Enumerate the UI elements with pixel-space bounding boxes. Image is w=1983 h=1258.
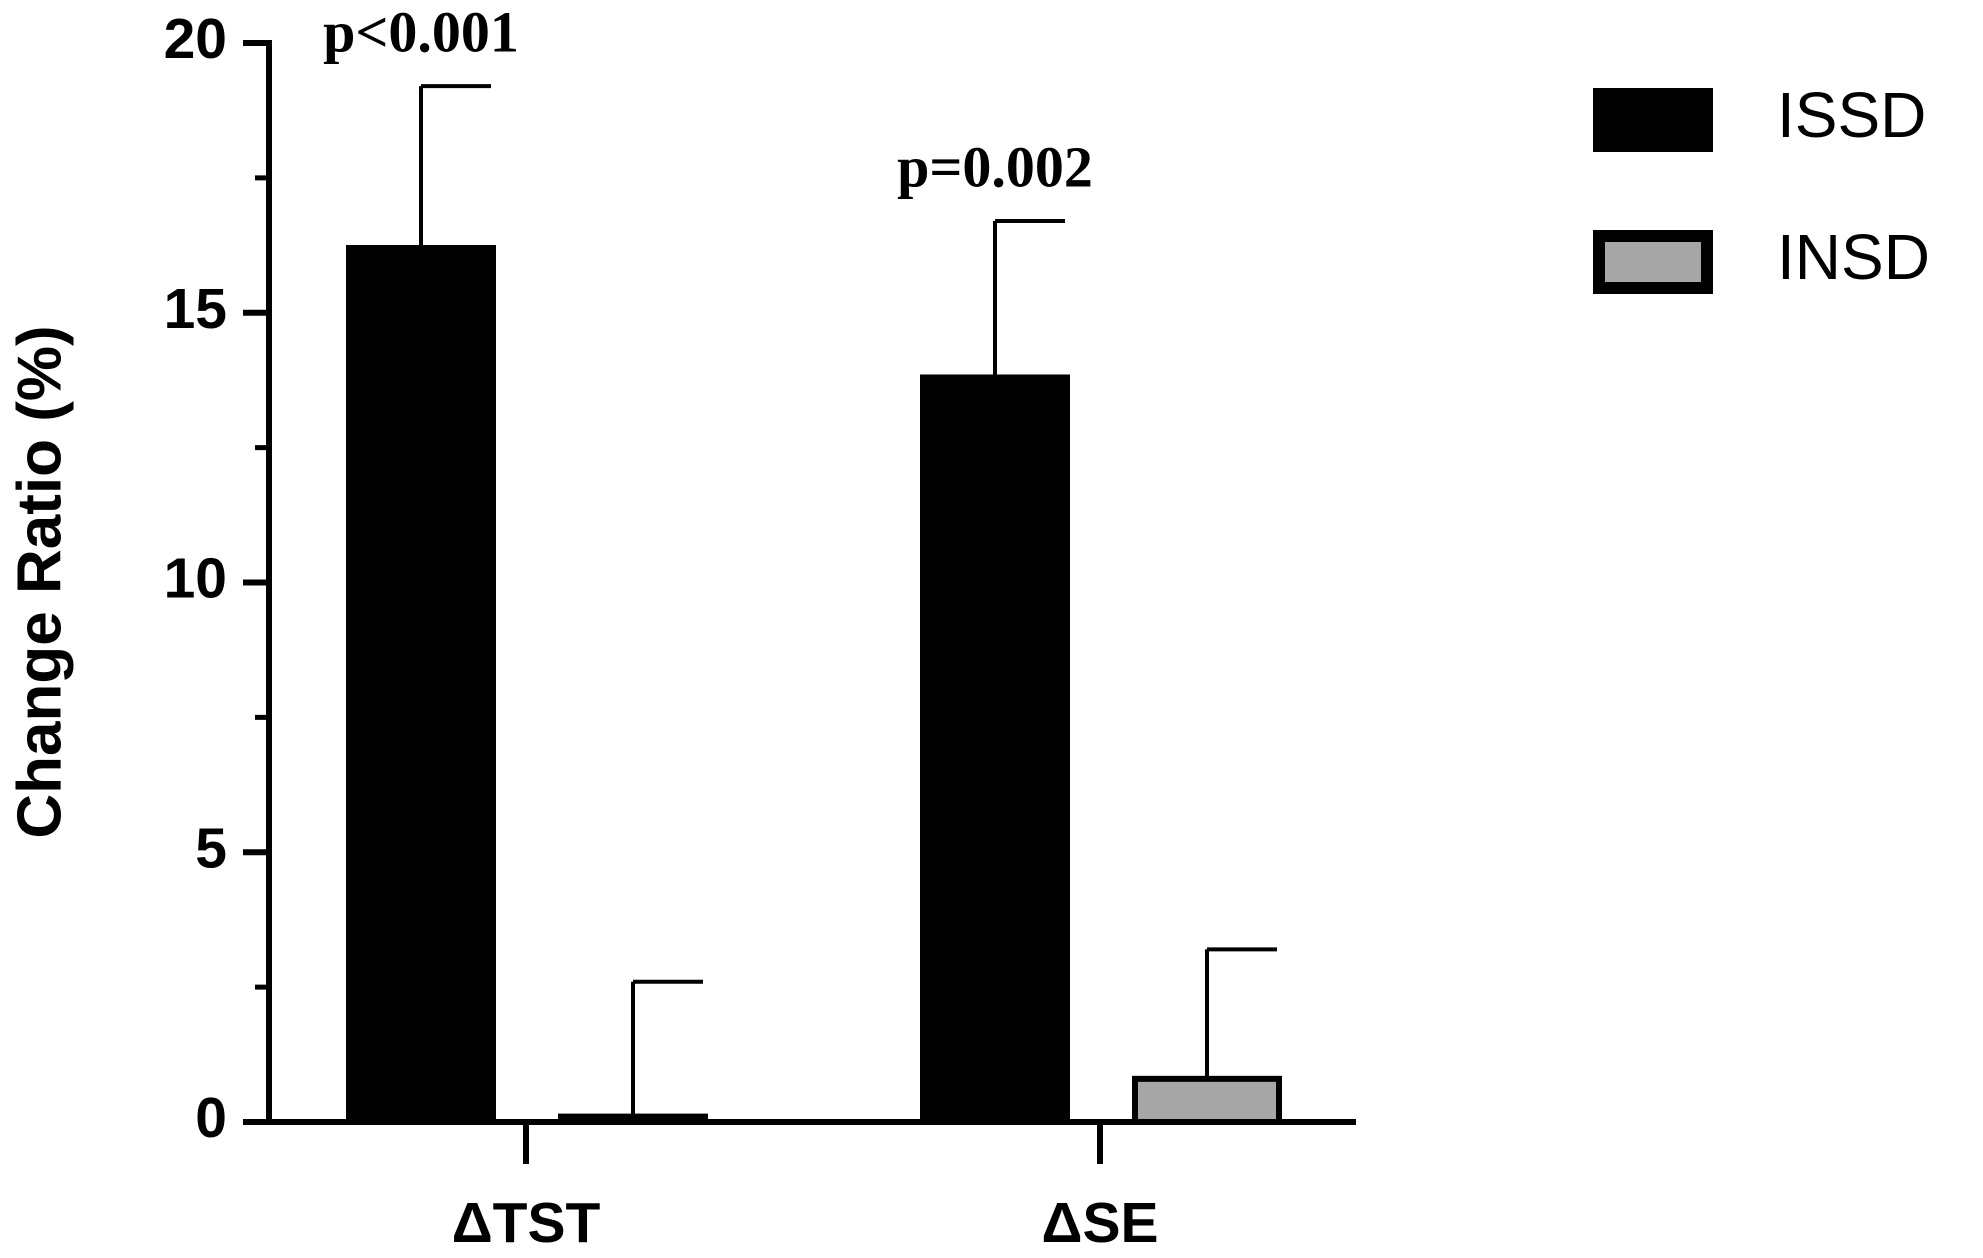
annotation: p=0.002 [897,134,1093,199]
y-tick-label: 0 [195,1086,227,1150]
x-tick-label: ΔSE [1041,1191,1158,1255]
error-bar [1205,947,1277,1079]
error-bar [993,219,1065,378]
legend-swatch [1593,230,1713,294]
y-tick-label: 15 [164,277,227,341]
bar [558,1113,708,1125]
legend-swatch [1593,88,1713,152]
y-tick-label: 20 [164,7,227,71]
legend-label: INSD [1777,221,1930,293]
y-tick-label: 10 [164,547,227,611]
y-tick-label: 5 [195,816,227,880]
legend-label: ISSD [1777,79,1926,151]
annotation: p<0.001 [323,0,519,64]
bar [920,374,1070,1125]
y-axis-label: Change Ratio (%) [5,325,74,838]
bar [346,245,496,1125]
error-bar [631,979,703,1117]
error-bar [419,84,491,249]
x-tick-label: ΔTST [452,1191,601,1255]
bar [1132,1075,1282,1125]
